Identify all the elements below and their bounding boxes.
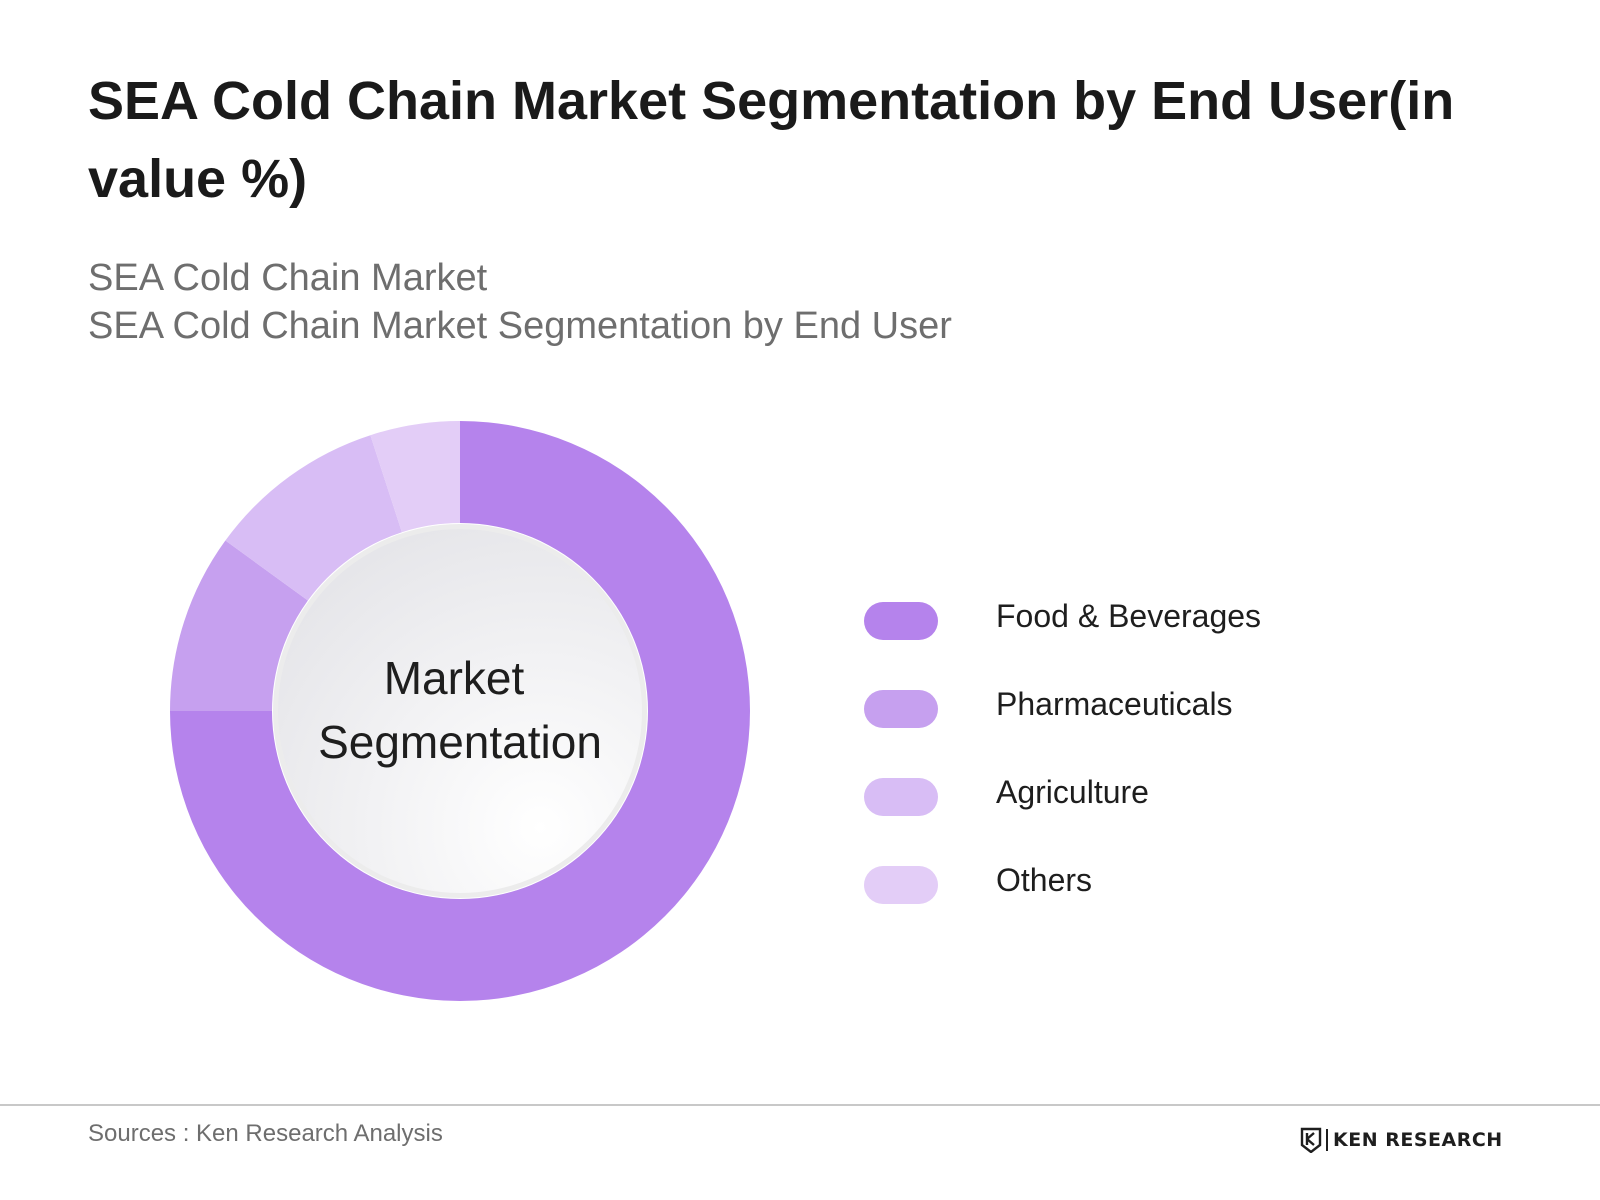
chart-subtitle: SEA Cold Chain Market SEA Cold Chain Mar… [88, 254, 952, 350]
legend-label: Pharmaceuticals [996, 686, 1233, 722]
legend-label: Agriculture [996, 774, 1149, 810]
footer-divider [0, 1104, 1600, 1106]
legend-swatch [864, 778, 938, 816]
donut-slice-others [370, 421, 460, 533]
source-note: Sources : Ken Research Analysis [88, 1120, 443, 1147]
brand-separator [1326, 1129, 1328, 1151]
donut-slice-pharmaceuticals [170, 540, 308, 711]
legend-label: Others [996, 862, 1093, 898]
chart-title: SEA Cold Chain Market Segmentation by En… [88, 71, 1455, 209]
legend-swatch [864, 602, 938, 640]
donut-slice-food-beverages [170, 421, 750, 1001]
donut-chart: Market Segmentation [170, 421, 750, 1001]
donut-center [278, 529, 642, 893]
brand-text: KEN RESEARCH [1333, 1129, 1503, 1151]
brand-logo: KEN RESEARCH [1300, 1126, 1503, 1154]
subtitle-line-2: SEA Cold Chain Market Segmentation by En… [88, 305, 952, 347]
legend-swatch [864, 690, 938, 728]
legend-label: Food & Beverages [996, 598, 1262, 634]
donut-slice-agriculture [225, 435, 402, 601]
legend-swatch [864, 866, 938, 904]
donut-slices [170, 421, 750, 1001]
subtitle-line-1: SEA Cold Chain Market [88, 257, 488, 299]
center-label-line-2: Segmentation [318, 716, 602, 768]
center-label-line-1: Market [384, 652, 525, 704]
ken-research-logo-icon [1300, 1127, 1322, 1153]
